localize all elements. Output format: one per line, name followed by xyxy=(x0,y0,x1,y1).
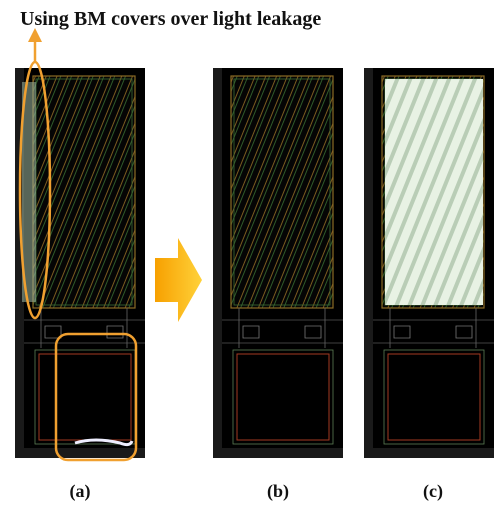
panel-b xyxy=(213,68,343,458)
panel-label: (b) xyxy=(267,481,289,502)
panel-label: (a) xyxy=(70,481,91,502)
bright-region xyxy=(385,79,483,305)
arrow-head xyxy=(28,28,42,42)
panel-label: (c) xyxy=(423,481,443,502)
transition-arrow xyxy=(155,238,202,322)
figure: Using BM covers over light leakage (a) (… xyxy=(0,0,496,507)
title: Using BM covers over light leakage xyxy=(20,8,321,30)
